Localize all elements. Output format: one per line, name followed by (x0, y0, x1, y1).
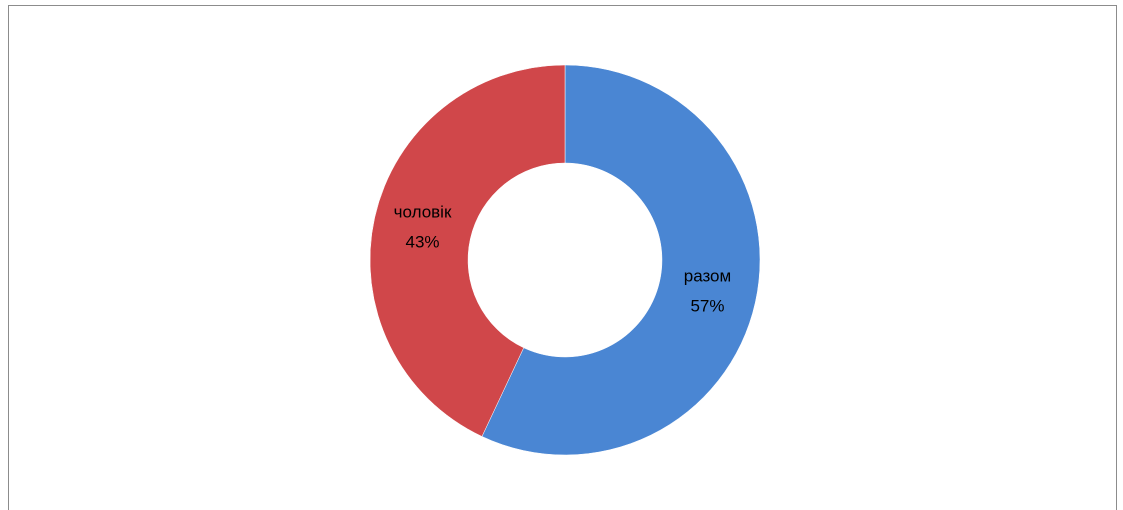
donut-slice (369, 64, 566, 437)
donut-slice (481, 64, 761, 456)
slice-label: чоловік (394, 203, 452, 222)
slice-label: разом (684, 266, 731, 285)
slice-value-label: 43% (406, 233, 440, 252)
slice-value-label: 57% (690, 296, 724, 315)
